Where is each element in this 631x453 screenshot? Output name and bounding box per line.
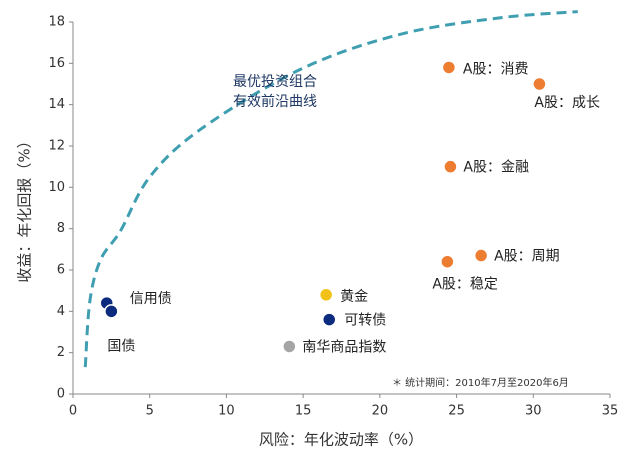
frontier-curve [83,10,578,368]
point [473,248,489,263]
x-tick-label: 15 [295,404,312,419]
y-tick-label: 8 [57,221,65,236]
y-tick-label: 10 [48,180,65,195]
point [318,287,334,303]
x-tick-label: 0 [69,404,77,419]
note: ＊ 统计期间：2010年7月至2020年6月 [392,376,569,389]
point-label: A股：周期 [494,249,560,265]
x-tick-label: 20 [372,404,389,419]
x-axis-title: 风险：年化波动率（%） [259,431,423,449]
point-label: 南华商品指数 [302,339,386,355]
y-tick-label: 6 [57,263,65,278]
point-label: A股：稳定 [432,277,498,293]
point [440,254,455,269]
y-axis-title: 收益：年化回报（%） [16,133,34,282]
y-tick-label: 18 [48,15,65,30]
point [441,60,457,75]
x-tick-label: 5 [146,404,154,419]
point-label: 信用债 [130,291,172,307]
x-tick-label: 30 [525,404,542,419]
x-tick-label: 25 [448,404,465,419]
y-tick-label: 12 [48,139,65,154]
point-label: 国债 [107,338,135,354]
point-label: 黄金 [340,288,368,305]
x-tick-label: 35 [602,404,619,419]
frontier-label: 最优投资组合 [233,74,317,90]
point [532,76,547,92]
point [104,304,119,319]
point-label: 可转债 [344,313,386,329]
point [321,312,337,327]
y-tick-label: 14 [48,97,65,112]
y-tick-label: 2 [57,345,65,360]
frontier-label: 有效前沿曲线 [233,93,317,110]
point-label: A股：消费 [463,61,529,77]
y-tick-label: 4 [57,304,65,319]
point-label: A股：金融 [463,160,529,176]
point [282,339,297,354]
y-tick-label: 0 [57,387,65,402]
point [443,159,458,174]
x-tick-label: 10 [218,404,235,419]
y-tick-label: 16 [48,56,65,71]
point-label: A股：成长 [534,95,600,111]
